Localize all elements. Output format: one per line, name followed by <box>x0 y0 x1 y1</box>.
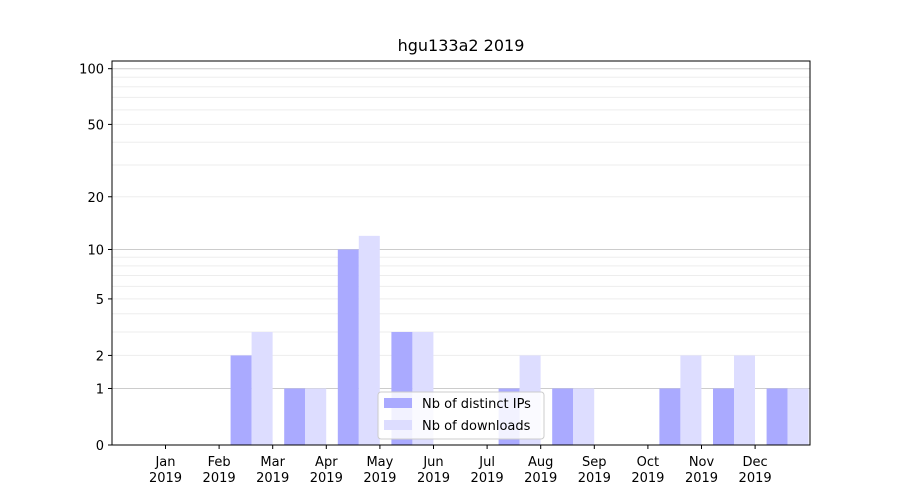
x-axis: Jan2019Feb2019Mar2019Apr2019May2019Jun20… <box>149 445 772 486</box>
x-tick-label-year: 2019 <box>524 471 557 486</box>
legend-label-downloads: Nb of downloads <box>422 419 531 434</box>
bar-nb-of-downloads-nov <box>734 355 755 445</box>
x-tick-label-month: May <box>366 455 393 470</box>
plot-frame <box>111 60 811 446</box>
bar-nb-of-distinct-ips-oct <box>659 388 681 445</box>
legend-box <box>377 391 545 440</box>
x-tick-label-month: Nov <box>689 455 715 470</box>
y-tick-label: 10 <box>87 243 104 258</box>
x-tick-label-month: Feb <box>208 455 231 470</box>
x-tick-label-year: 2019 <box>471 471 504 486</box>
x-tick-label-year: 2019 <box>149 471 182 486</box>
legend: Nb of distinct IPs Nb of downloads <box>377 391 545 440</box>
x-tick-label-year: 2019 <box>363 471 396 486</box>
y-axis: 0 1 2 5 10 20 50 100 <box>79 63 112 454</box>
y-tick-label: 1 <box>96 382 104 397</box>
y-tick-label: 2 <box>96 349 104 364</box>
x-tick-label-month: Dec <box>743 455 768 470</box>
legend-swatch-downloads <box>384 420 412 430</box>
x-tick-label-month: Oct <box>637 455 659 470</box>
x-tick-label-month: Aug <box>528 455 553 470</box>
bar-nb-of-distinct-ips-apr <box>337 249 359 445</box>
bar-nb-of-distinct-ips-nov <box>713 388 734 445</box>
bar-nb-of-downloads-aug <box>573 388 595 445</box>
x-tick-label-year: 2019 <box>685 471 718 486</box>
x-tick-label-year: 2019 <box>203 471 236 486</box>
y-tick-label: 20 <box>87 191 104 206</box>
x-tick-label-month: Mar <box>260 455 285 470</box>
x-tick-label-year: 2019 <box>310 471 343 486</box>
bar-nb-of-downloads-oct <box>680 355 702 445</box>
x-tick-label-year: 2019 <box>631 471 664 486</box>
x-tick-label-month: Apr <box>315 455 338 470</box>
x-tick-label-month: Sep <box>582 455 607 470</box>
bar-nb-of-downloads-dec <box>787 388 809 445</box>
legend-label-distinct-ips: Nb of distinct IPs <box>422 397 531 412</box>
x-tick-label-year: 2019 <box>578 471 611 486</box>
y-tick-label: 100 <box>79 63 104 78</box>
bar-nb-of-distinct-ips-dec <box>766 388 788 445</box>
x-tick-label-year: 2019 <box>417 471 450 486</box>
bar-nb-of-downloads-feb <box>251 331 273 445</box>
y-tick-label: 50 <box>87 118 104 133</box>
y-tick-label: 0 <box>96 439 104 454</box>
bar-nb-of-distinct-ips-feb <box>230 355 252 445</box>
x-tick-label-month: Jan <box>154 455 175 470</box>
bar-nb-of-downloads-apr <box>358 235 380 445</box>
bars <box>230 235 809 445</box>
x-tick-label-month: Jul <box>478 455 495 470</box>
grid <box>112 68 810 389</box>
legend-swatch-distinct-ips <box>384 398 412 408</box>
y-tick-label: 5 <box>96 293 104 308</box>
x-tick-label-year: 2019 <box>739 471 772 486</box>
bar-nb-of-distinct-ips-mar <box>284 388 306 445</box>
x-tick-label-year: 2019 <box>256 471 289 486</box>
bar-nb-of-distinct-ips-aug <box>552 388 574 445</box>
x-tick-label-month: Jun <box>422 455 443 470</box>
bar-nb-of-downloads-mar <box>305 388 327 445</box>
chart-title: hgu133a2 2019 <box>398 36 525 55</box>
